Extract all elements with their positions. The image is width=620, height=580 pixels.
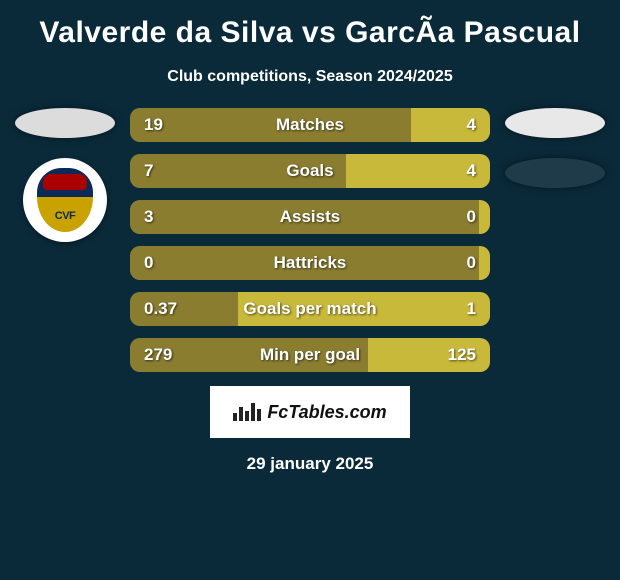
- left-club-crest: [23, 158, 107, 242]
- bar-label: Matches: [130, 115, 490, 135]
- bar-label: Min per goal: [130, 345, 490, 365]
- watermark: FcTables.com: [210, 386, 410, 438]
- comparison-main: 194Matches 74Goals 30Assists 00Hattricks 0.3…: [0, 108, 620, 372]
- stat-bar: 0.371Goals per match: [130, 292, 490, 326]
- right-name-oval-2: [505, 158, 605, 188]
- watermark-bars-icon: [233, 403, 261, 421]
- right-name-oval-1: [505, 108, 605, 138]
- bar-label: Assists: [130, 207, 490, 227]
- club-crest-icon: [37, 168, 93, 232]
- left-player-col: [10, 108, 120, 242]
- stat-bars: 194Matches 74Goals 30Assists 00Hattricks 0.3…: [130, 108, 490, 372]
- bar-label: Goals per match: [130, 299, 490, 319]
- comparison-title: Valverde da Silva vs GarcÃa Pascual: [39, 16, 580, 50]
- snapshot-date: 29 january 2025: [247, 454, 374, 474]
- bar-label: Hattricks: [130, 253, 490, 273]
- comparison-subtitle: Club competitions, Season 2024/2025: [167, 68, 452, 86]
- bar-label: Goals: [130, 161, 490, 181]
- watermark-text: FcTables.com: [267, 402, 386, 423]
- stat-bar: 74Goals: [130, 154, 490, 188]
- right-player-col: [500, 108, 610, 188]
- stat-bar: 194Matches: [130, 108, 490, 142]
- stat-bar: 30Assists: [130, 200, 490, 234]
- stat-bar: 279125Min per goal: [130, 338, 490, 372]
- stat-bar: 00Hattricks: [130, 246, 490, 280]
- left-name-oval: [15, 108, 115, 138]
